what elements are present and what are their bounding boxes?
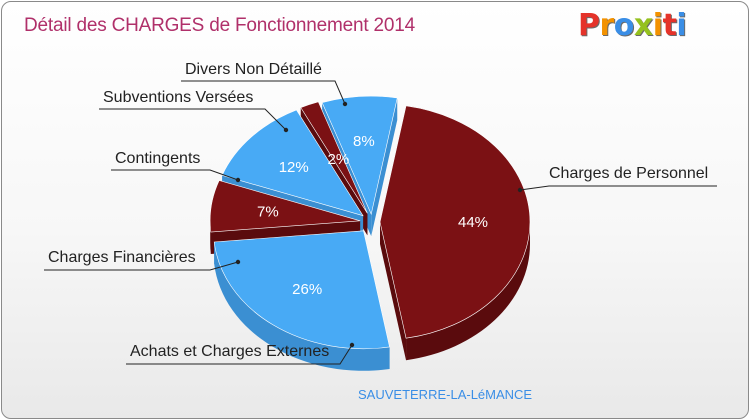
commune-name: SAUVETERRE-LA-LéMANCE <box>358 387 533 402</box>
slice-category-label: Contingents <box>115 150 200 167</box>
leader-line <box>44 261 239 271</box>
leader-dot <box>283 127 289 133</box>
pie-slice-edge <box>380 222 407 361</box>
slice-category-label: Divers Non Détaillé <box>185 61 322 78</box>
slice-percent-label: 8% <box>353 133 375 150</box>
slice-category-label: Subventions Versées <box>103 89 253 106</box>
pie-slice <box>379 105 531 339</box>
logo-letter: o <box>613 8 635 43</box>
leader-line <box>519 185 717 191</box>
logo-letter: i <box>676 8 687 43</box>
slice-category-label: Charges Financières <box>48 249 196 266</box>
leader-dot <box>235 177 241 183</box>
slice-category-label: Charges de Personnel <box>549 165 708 182</box>
slice-percent-label: 44% <box>458 214 488 231</box>
pie-slice-edge <box>371 97 398 237</box>
logo-letter: i <box>652 8 663 43</box>
proxiti-logo: Proxiti <box>578 8 687 43</box>
leader-line <box>99 108 287 131</box>
pie-slice <box>221 109 364 217</box>
pie-slice <box>300 101 368 214</box>
leader-line <box>111 169 239 181</box>
pie-slice <box>321 95 398 216</box>
pie-slice <box>209 180 361 233</box>
leader-dot <box>349 342 355 348</box>
logo-letter: r <box>599 8 615 43</box>
leader-dot <box>235 259 241 265</box>
pie-slice-side <box>214 241 390 371</box>
logo-letter: x <box>633 8 653 43</box>
slice-percent-label: 2% <box>328 151 350 168</box>
logo-letter: P <box>578 8 600 43</box>
slice-percent-label: 26% <box>292 281 322 298</box>
leader-line <box>126 344 353 365</box>
slice-percent-label: 12% <box>279 159 309 176</box>
pie-tops <box>209 95 531 350</box>
leader-line <box>181 80 346 105</box>
logo-letter: t <box>662 8 677 43</box>
slice-percent-label: 7% <box>257 204 279 221</box>
pie-slice <box>213 230 390 350</box>
chart-title: Détail des CHARGES de Fonctionnement 201… <box>24 15 416 36</box>
leader-dot <box>342 101 348 107</box>
slice-category-label: Achats et Charges Externes <box>130 343 329 360</box>
pie-slice-side <box>406 222 530 361</box>
leader-dot <box>517 187 523 193</box>
